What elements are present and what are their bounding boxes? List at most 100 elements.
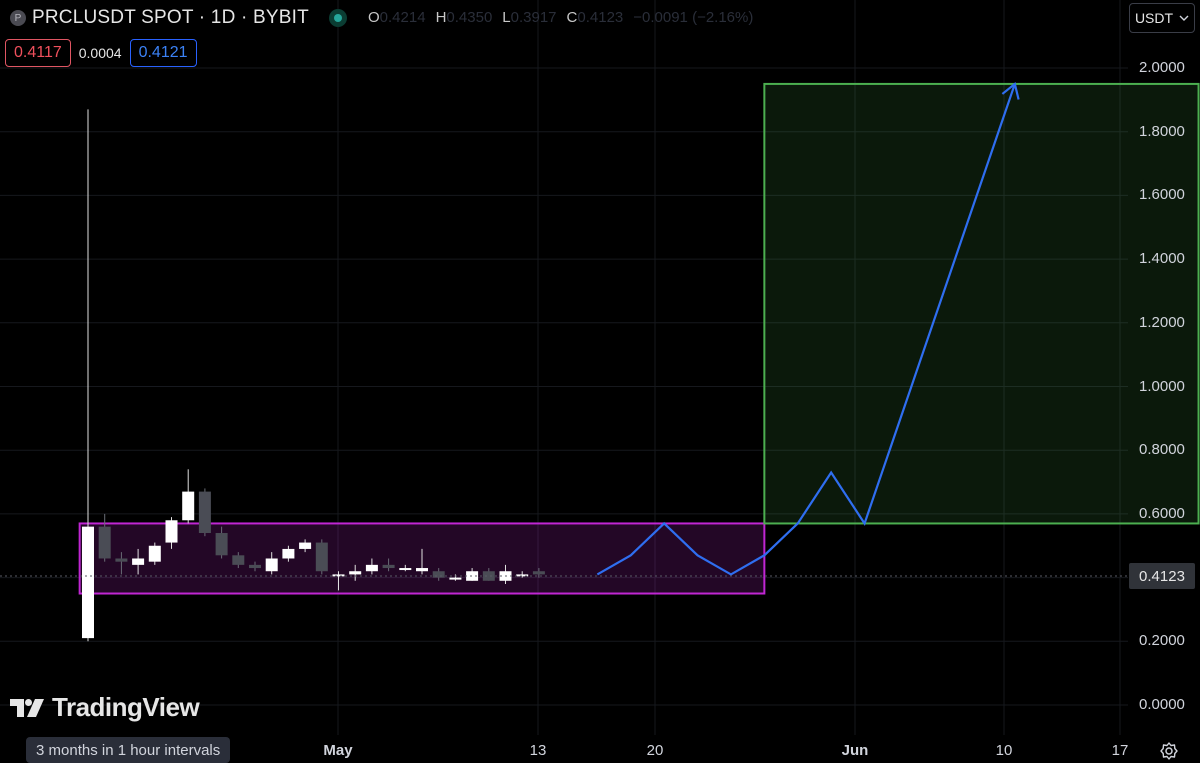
price-tick-label: 0.0000 bbox=[1139, 696, 1185, 713]
candle-15 bbox=[332, 571, 345, 591]
candle-body-1 bbox=[98, 526, 111, 559]
candle-16 bbox=[349, 564, 362, 581]
candle-body-12 bbox=[282, 548, 295, 559]
candle-body-23 bbox=[466, 571, 479, 581]
time-tick-label: Jun bbox=[841, 742, 869, 759]
drawing-boxes bbox=[78, 82, 1200, 595]
high-label: H bbox=[435, 9, 447, 26]
low-label: L bbox=[502, 9, 511, 26]
price-tick-label: 0.6000 bbox=[1139, 504, 1185, 522]
candle-body-13 bbox=[299, 542, 312, 549]
candle-body-0 bbox=[82, 526, 94, 639]
symbol-title[interactable]: PRCLUSDT SPOT · 1D · BYBIT bbox=[32, 7, 309, 28]
candle-body-8 bbox=[215, 533, 228, 556]
candle-24 bbox=[482, 568, 495, 581]
candle-body-16 bbox=[349, 571, 362, 575]
candle-13 bbox=[299, 539, 312, 553]
change-value: −0.0091 (−2.16%) bbox=[633, 9, 754, 26]
candle-body-11 bbox=[265, 558, 278, 572]
market-open-icon bbox=[328, 9, 347, 27]
price-tick-label: 0.2000 bbox=[1139, 632, 1185, 650]
target-box bbox=[763, 82, 1200, 525]
currency-select[interactable]: USDT bbox=[1129, 3, 1195, 33]
range-button[interactable]: 3 months in 1 hour intervals bbox=[26, 737, 231, 763]
candle-1 bbox=[98, 513, 111, 562]
candle-11 bbox=[265, 552, 278, 575]
candle-8 bbox=[215, 526, 228, 559]
high-value: 0.4350 bbox=[446, 9, 493, 26]
candle-body-22 bbox=[449, 577, 462, 580]
candle-body-5 bbox=[165, 520, 178, 543]
candle-body-17 bbox=[365, 564, 378, 572]
candle-5 bbox=[165, 517, 178, 549]
candle-body-4 bbox=[148, 545, 161, 562]
chart-header: P PRCLUSDT SPOT · 1D · BYBIT bbox=[10, 6, 347, 30]
candle-body-24 bbox=[482, 571, 495, 581]
currency-label: USDT bbox=[1134, 10, 1174, 26]
price-tick-label: 2.0000 bbox=[1139, 59, 1185, 76]
candle-body-21 bbox=[432, 571, 445, 578]
candle-17 bbox=[365, 558, 378, 575]
candle-body-9 bbox=[232, 555, 245, 565]
buy-price-button[interactable]: 0.4121 bbox=[129, 39, 197, 67]
sell-price-button[interactable]: 0.4117 bbox=[5, 39, 71, 67]
close-label: C bbox=[566, 9, 578, 26]
time-tick-label: 13 bbox=[529, 742, 547, 759]
candle-9 bbox=[232, 552, 245, 569]
time-tick-label: 10 bbox=[995, 742, 1013, 759]
gear-icon[interactable] bbox=[1159, 741, 1179, 761]
candle-body-15 bbox=[332, 574, 345, 577]
candle-3 bbox=[132, 548, 145, 575]
candle-body-27 bbox=[532, 571, 545, 575]
time-tick-label: May bbox=[323, 742, 353, 759]
candle-20 bbox=[416, 548, 428, 575]
trade-prices: 0.4117 0.0004 0.4121 bbox=[5, 39, 197, 67]
candle-27 bbox=[532, 568, 545, 578]
candle-body-7 bbox=[198, 491, 211, 534]
candle-14 bbox=[315, 539, 328, 575]
candle-body-10 bbox=[249, 564, 261, 569]
candle-0 bbox=[82, 109, 94, 642]
symbol-logo-icon: P bbox=[10, 10, 26, 26]
tradingview-logo[interactable]: TradingView bbox=[8, 692, 200, 723]
price-tick-label: 0.8000 bbox=[1139, 441, 1185, 459]
candle-body-6 bbox=[182, 491, 195, 521]
open-label: O bbox=[368, 9, 380, 26]
candle-body-19 bbox=[399, 568, 412, 571]
candle-6 bbox=[182, 469, 195, 524]
candle-19 bbox=[399, 564, 412, 572]
price-tick-label: 1.8000 bbox=[1139, 122, 1185, 140]
price-tick-label: 1.2000 bbox=[1139, 313, 1185, 331]
chart-grid bbox=[0, 0, 1128, 735]
tradingview-icon bbox=[10, 698, 44, 717]
candle-23 bbox=[466, 568, 479, 581]
last-price-tag: 0.4123 bbox=[1129, 563, 1195, 589]
time-tick-label: 20 bbox=[646, 742, 664, 759]
candle-2 bbox=[115, 552, 128, 575]
time-tick-label: 17 bbox=[1111, 742, 1129, 759]
candle-body-18 bbox=[382, 564, 395, 569]
price-tick-label: 1.4000 bbox=[1139, 250, 1185, 268]
open-value: 0.4214 bbox=[379, 9, 426, 26]
projection-arrowhead bbox=[1001, 81, 1020, 100]
candle-10 bbox=[249, 561, 261, 572]
chevron-down-icon bbox=[1179, 15, 1189, 21]
candle-body-20 bbox=[416, 568, 428, 572]
low-value: 0.3917 bbox=[510, 9, 557, 26]
projection-drawing bbox=[596, 81, 1020, 576]
candle-4 bbox=[148, 542, 161, 565]
candle-body-3 bbox=[132, 558, 145, 565]
candle-body-26 bbox=[516, 574, 529, 577]
price-tick-label: 1.0000 bbox=[1139, 377, 1185, 395]
price-tick-label: 1.6000 bbox=[1139, 186, 1185, 204]
candle-body-14 bbox=[315, 542, 328, 572]
candle-21 bbox=[432, 568, 445, 581]
projection-line bbox=[596, 83, 1016, 576]
candle-18 bbox=[382, 558, 395, 572]
close-value: 0.4123 bbox=[577, 9, 624, 26]
candle-26 bbox=[516, 571, 529, 578]
candle-7 bbox=[198, 488, 211, 537]
candle-12 bbox=[282, 545, 295, 562]
spread-value: 0.0004 bbox=[78, 45, 122, 61]
